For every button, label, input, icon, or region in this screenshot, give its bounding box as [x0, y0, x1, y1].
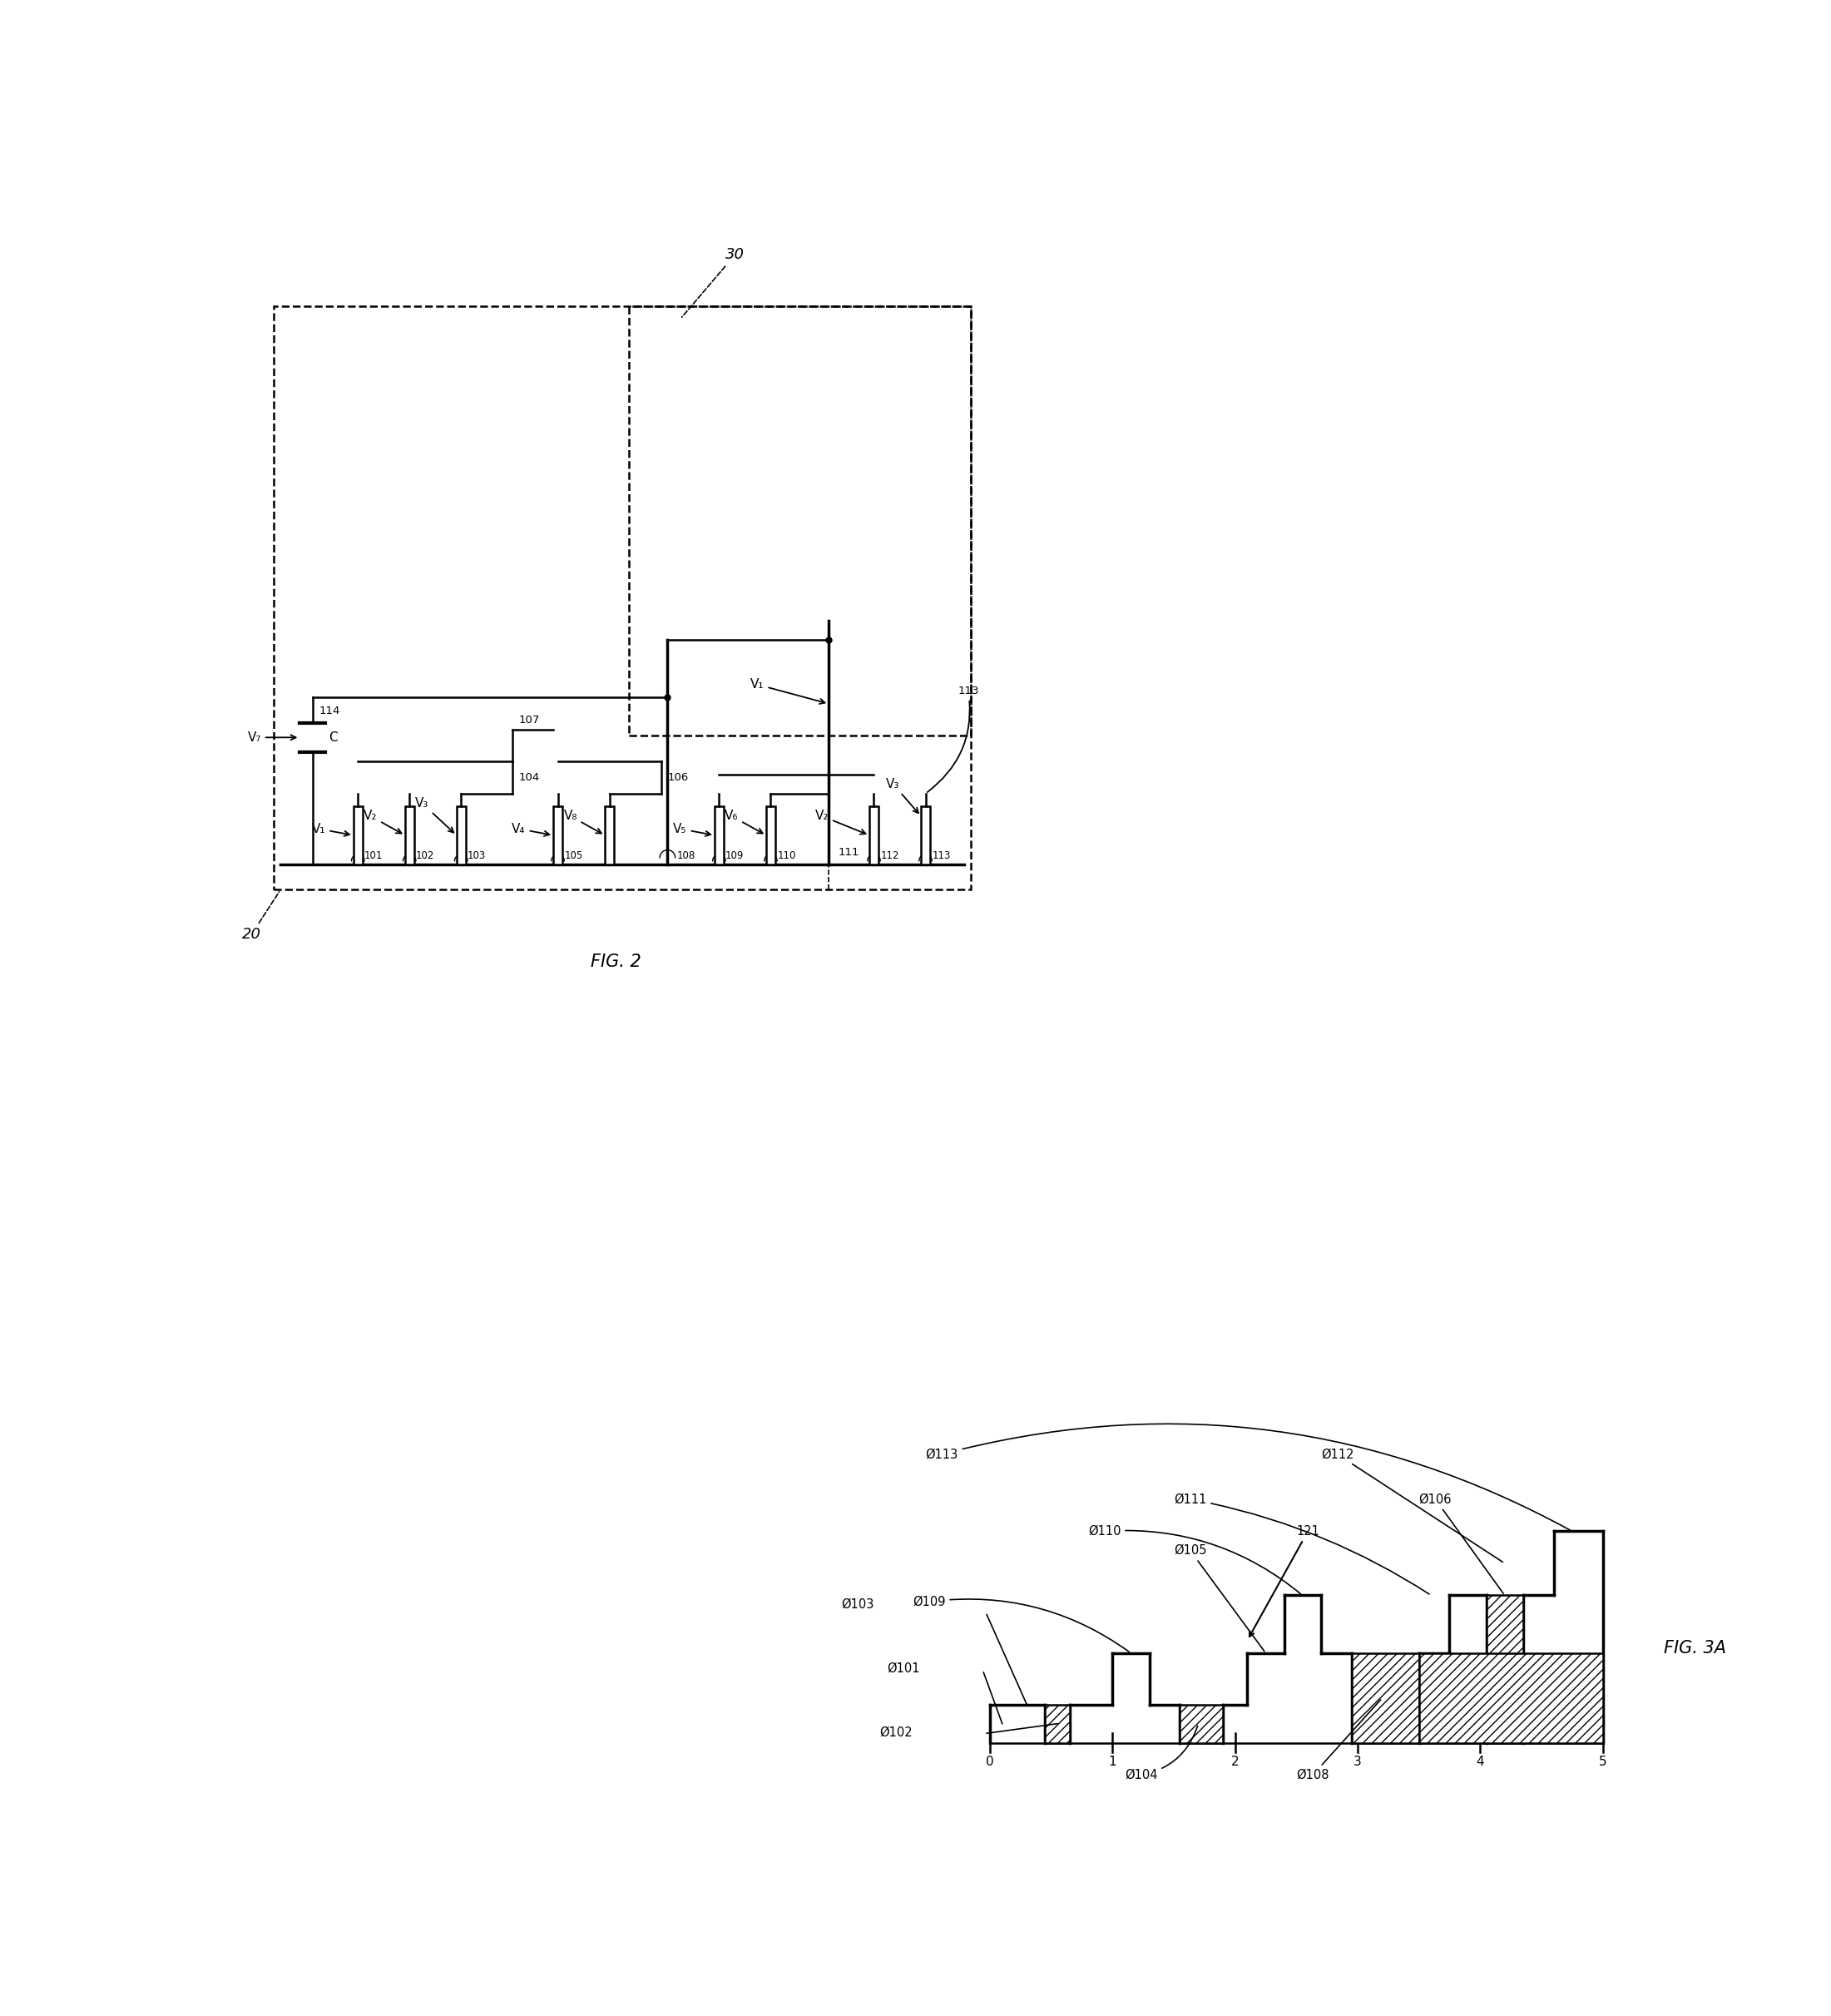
Text: V₂: V₂ [815, 810, 866, 835]
Text: 105: 105 [564, 851, 582, 861]
Bar [275, 306, 970, 889]
Text: 4: 4 [1476, 1756, 1485, 1768]
Text: 113: 113 [926, 685, 980, 792]
Text: 101: 101 [364, 851, 383, 861]
Text: FIG. 2: FIG. 2 [591, 954, 641, 970]
Text: 108: 108 [677, 851, 696, 861]
Text: 30: 30 [681, 248, 745, 317]
Text: 112: 112 [881, 851, 899, 861]
Text: Ø109: Ø109 [912, 1595, 1130, 1651]
Bar [870, 806, 879, 865]
Text: Ø105: Ø105 [1174, 1544, 1265, 1651]
Text: V₄: V₄ [513, 823, 549, 837]
Bar [553, 806, 562, 865]
Bar [405, 806, 414, 865]
Text: V₂: V₂ [364, 810, 401, 833]
Text: V₃: V₃ [416, 796, 454, 833]
Text: C: C [330, 732, 337, 744]
Bar [1351, 1653, 1419, 1744]
Bar [1179, 1704, 1223, 1744]
Text: 3: 3 [1353, 1756, 1362, 1768]
Bar [714, 806, 723, 865]
Text: Ø110: Ø110 [1088, 1524, 1300, 1595]
Bar [921, 806, 930, 865]
Text: Ø106: Ø106 [1419, 1494, 1503, 1593]
Bar [353, 806, 363, 865]
Bar [765, 806, 775, 865]
Text: Ø112: Ø112 [1320, 1447, 1503, 1562]
Text: 114: 114 [319, 706, 341, 716]
Text: 20: 20 [242, 891, 278, 941]
Text: V₁: V₁ [311, 823, 350, 837]
Bar [456, 806, 465, 865]
Text: 107: 107 [520, 716, 540, 726]
Text: 106: 106 [668, 772, 688, 782]
Text: 103: 103 [467, 851, 485, 861]
Text: V₇: V₇ [247, 732, 297, 744]
Text: V₅: V₅ [674, 823, 710, 837]
Text: 113: 113 [932, 851, 950, 861]
Text: Ø111: Ø111 [1174, 1494, 1430, 1595]
Text: 104: 104 [520, 772, 540, 782]
Text: 1: 1 [1108, 1756, 1117, 1768]
Text: 5: 5 [1598, 1756, 1608, 1768]
Text: Ø101: Ø101 [886, 1663, 919, 1675]
Bar [604, 806, 613, 865]
Text: V₃: V₃ [886, 778, 919, 812]
Text: 2: 2 [1230, 1756, 1240, 1768]
Text: Ø102: Ø102 [879, 1726, 912, 1740]
Text: V₆: V₆ [725, 810, 764, 833]
Text: 121: 121 [1249, 1524, 1320, 1637]
Text: FIG. 3A: FIG. 3A [1664, 1639, 1727, 1657]
Text: Ø104: Ø104 [1124, 1726, 1197, 1782]
Text: 102: 102 [416, 851, 434, 861]
Text: 110: 110 [776, 851, 796, 861]
Bar [628, 306, 970, 736]
Text: Ø108: Ø108 [1296, 1699, 1381, 1782]
Text: 111: 111 [839, 847, 859, 857]
Text: Ø103: Ø103 [840, 1599, 873, 1611]
Text: 109: 109 [725, 851, 743, 861]
Text: Ø113: Ø113 [925, 1423, 1571, 1530]
Bar [1419, 1653, 1602, 1744]
Bar [1487, 1595, 1523, 1744]
Text: V₈: V₈ [564, 810, 601, 833]
Text: V₁: V₁ [751, 677, 826, 704]
Text: 0: 0 [985, 1756, 994, 1768]
Bar [1046, 1704, 1069, 1744]
